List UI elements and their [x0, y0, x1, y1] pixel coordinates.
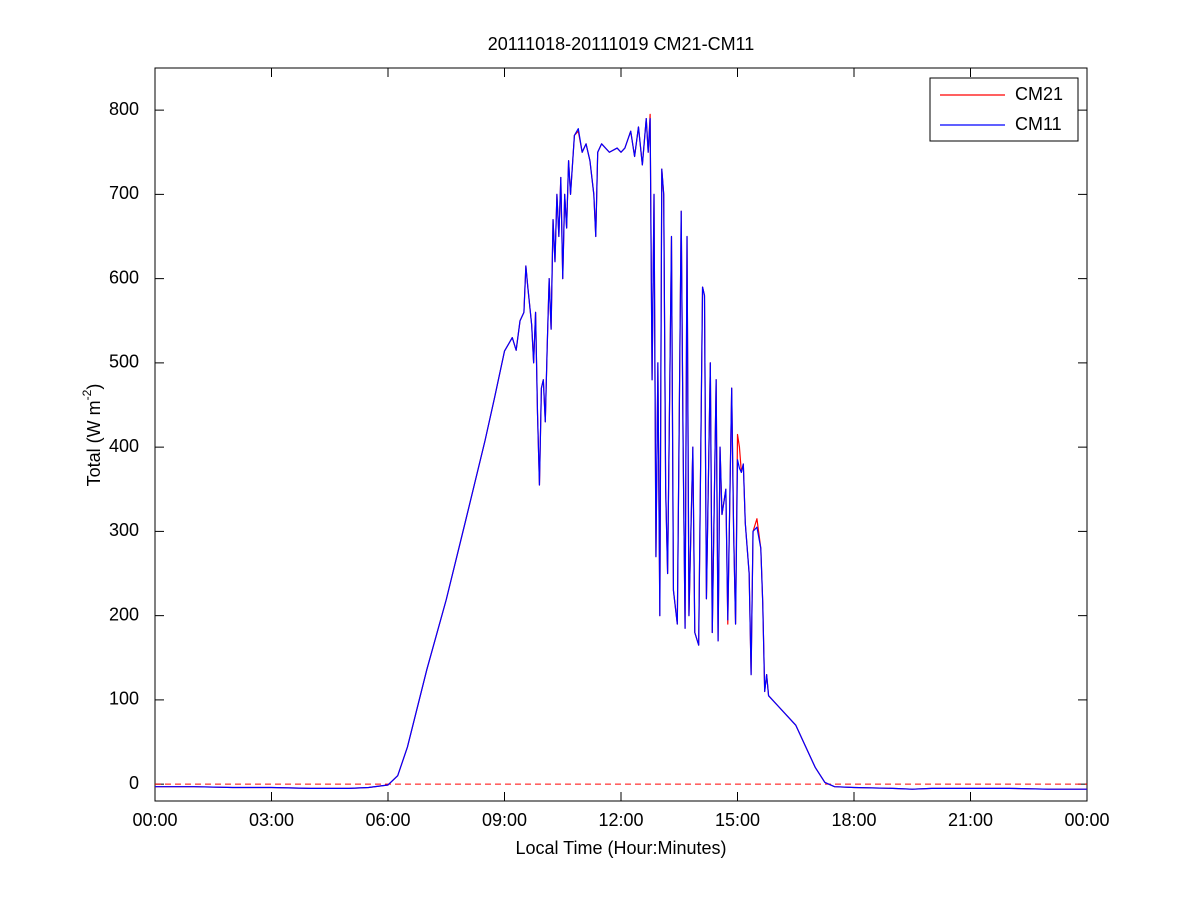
x-tick-label: 12:00 [598, 810, 643, 830]
y-tick-label: 300 [109, 520, 139, 540]
x-tick-label: 06:00 [365, 810, 410, 830]
series-line [155, 113, 1087, 790]
x-tick-label: 03:00 [249, 810, 294, 830]
legend-label: CM21 [1015, 84, 1063, 104]
y-tick-label: 100 [109, 689, 139, 709]
y-axis-label-suffix: ) [84, 384, 104, 390]
x-tick-label: 09:00 [482, 810, 527, 830]
y-axis-label-text: Total (W m [84, 400, 104, 486]
x-tick-label: 00:00 [1064, 810, 1109, 830]
x-tick-label: 21:00 [948, 810, 993, 830]
y-tick-label: 0 [129, 773, 139, 793]
plot-frame [154, 67, 1088, 802]
y-tick-label: 700 [109, 183, 139, 203]
y-tick-label: 800 [109, 99, 139, 119]
y-tick-label: 200 [109, 604, 139, 624]
x-tick-label: 00:00 [132, 810, 177, 830]
chart-title: 20111018-20111019 CM21-CM11 [488, 34, 755, 54]
legend-box [929, 77, 1079, 142]
series-line [155, 117, 1087, 790]
x-axis-label: Local Time (Hour:Minutes) [515, 838, 726, 858]
x-tick-label: 15:00 [715, 810, 760, 830]
y-axis-label-sup: -2 [80, 389, 94, 400]
y-tick-label: 400 [109, 436, 139, 456]
legend-label: CM11 [1015, 114, 1062, 134]
y-axis-label: Total (W m-2) [80, 384, 104, 487]
x-tick-label: 18:00 [831, 810, 876, 830]
y-tick-label: 500 [109, 352, 139, 372]
y-tick-label: 600 [109, 267, 139, 287]
